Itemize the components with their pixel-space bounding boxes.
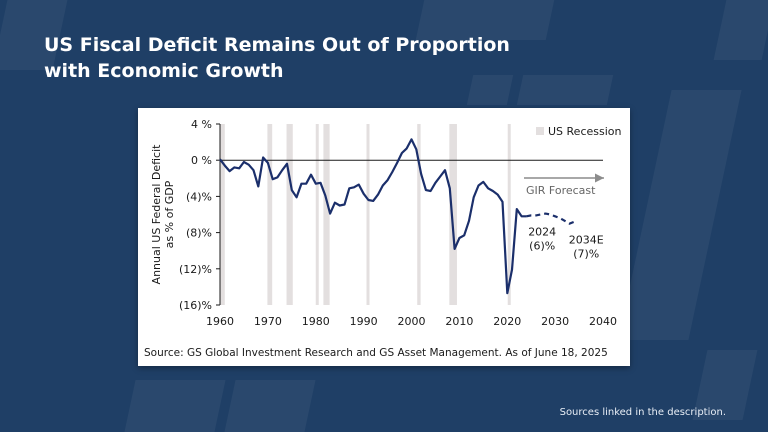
y-tick-label: 0 % [191,154,212,167]
recession-band [323,124,330,305]
slide-title: US Fiscal Deficit Remains Out of Proport… [44,32,564,84]
slide-title-line1: US Fiscal Deficit Remains Out of Proport… [44,34,510,56]
x-tick-label: 2000 [398,315,426,328]
decor-shape [618,90,742,340]
recession-band [286,124,293,305]
recession-band [267,124,273,305]
y-axis-label-line2: as % of GDP [163,180,176,248]
decor-shape [713,0,768,60]
x-tick-label: 2030 [541,315,569,328]
decor-shape [124,380,226,432]
x-tick-label: 1980 [302,315,330,328]
x-tick-label: 2010 [445,315,473,328]
y-tick-label: (16)% [179,299,212,312]
legend-label-recession: US Recession [548,125,622,138]
recession-band [220,124,225,305]
x-tick-label: 2040 [589,315,617,328]
source-note: Source: GS Global Investment Research an… [144,347,608,359]
slide-title-line2: with Economic Growth [44,60,284,82]
recession-band [315,124,319,305]
deficit-forecast-line [526,212,575,225]
deficit-actual-line [219,138,527,295]
y-tick-label: (8)% [186,227,212,240]
chart-card: 4 % 0 % (4)% (8)% (12)% (16)% 1960 1970 1980 1990… [138,108,630,366]
annotation-year: 2024 [528,225,556,238]
footer-note: Sources linked in the description. [559,407,726,418]
x-tick-label: 1990 [350,315,378,328]
annotation-year: 2034E [569,233,604,246]
y-tick-label: (12)% [179,263,212,276]
deficit-chart: 4 % 0 % (4)% (8)% (12)% (16)% 1960 1970 1980 1990… [144,118,622,359]
annotation-value: (6)% [529,239,555,252]
x-tick-label: 1970 [254,315,282,328]
legend-swatch-recession [536,127,544,135]
x-tick-label: 2020 [493,315,521,328]
recession-band [417,124,421,305]
forecast-label: GIR Forecast [526,184,596,197]
y-tick-label: 4 % [191,118,212,131]
recession-band [449,124,457,305]
decor-shape [224,380,316,432]
recession-band [507,124,511,305]
annotation-value: (7)% [573,247,599,260]
y-tick-label: (4)% [186,190,212,203]
x-tick-label: 1960 [206,315,234,328]
y-axis-label-line1: Annual US Federal Deficit [150,144,163,285]
recession-band [366,124,370,305]
